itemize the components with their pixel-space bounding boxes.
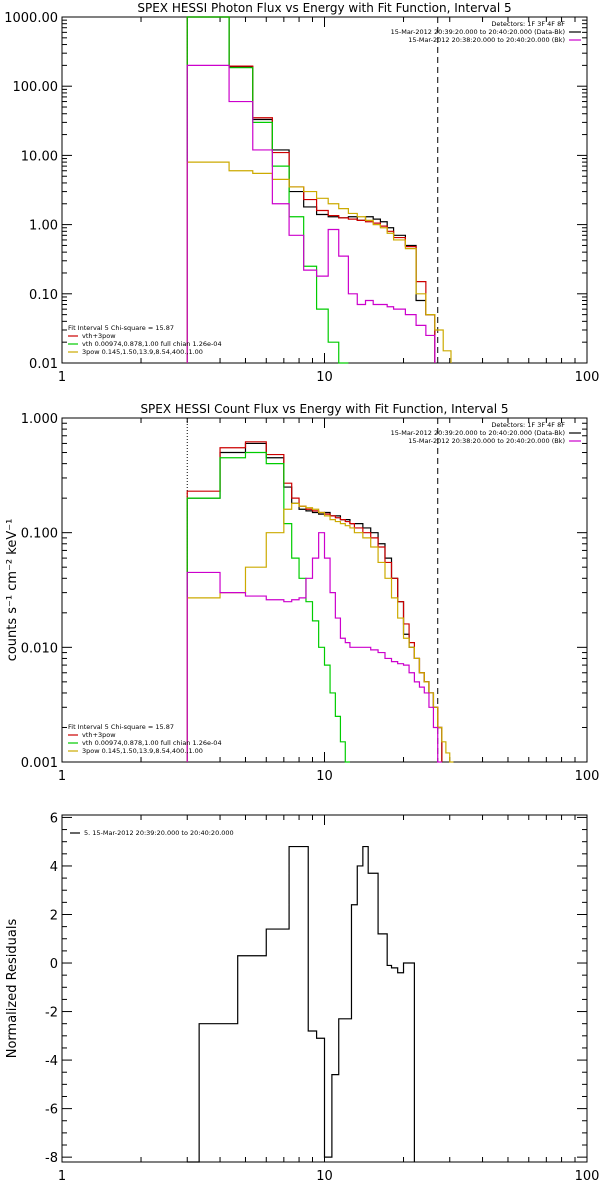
y-tick-label: 1.000	[21, 412, 58, 427]
legend-text: 15-Mar-2012 20:39:20.000 to 20:40:20.000…	[391, 28, 565, 36]
y-tick-label: 1.00	[29, 219, 58, 234]
legend-text: vth+3pow	[82, 731, 116, 739]
legend-text: 3pow 0.145,1.50,13.9,8.54,400.,1.00	[82, 747, 203, 755]
chart-title: SPEX HESSI Count Flux vs Energy with Fit…	[140, 402, 508, 416]
x-tick-label: 100	[575, 370, 600, 385]
chart-panel-2: SPEX HESSI Count Flux vs Energy with Fit…	[5, 402, 599, 784]
x-tick-label: 10	[316, 769, 333, 784]
x-tick-label: 10	[316, 370, 333, 385]
y-tick-label: -4	[45, 1054, 58, 1069]
y-tick-label: 10.00	[21, 149, 58, 164]
series-4	[186, 161, 452, 363]
legend-text: vth+3pow	[82, 332, 116, 340]
x-tick-label: 1	[58, 370, 66, 385]
series-3	[186, 16, 349, 364]
plot-frame	[61, 417, 588, 763]
y-tick-label: -2	[45, 1006, 58, 1021]
chart-title: SPEX HESSI Photon Flux vs Energy with Fi…	[137, 1, 511, 15]
series-line	[186, 441, 443, 762]
series-line	[186, 502, 454, 763]
y-tick-label: 1000.00	[4, 11, 58, 26]
x-tick-label: 1	[58, 769, 66, 784]
y-tick-label: 6	[50, 811, 58, 826]
series-2	[186, 441, 443, 762]
chart-panel-1: SPEX HESSI Photon Flux vs Energy with Fi…	[4, 1, 599, 385]
y-tick-label: 0.100	[21, 527, 58, 542]
series-line	[186, 64, 436, 363]
series-5	[186, 532, 442, 763]
series-2	[186, 16, 436, 363]
y-tick-label: 0.001	[21, 756, 58, 771]
series-line	[186, 161, 452, 363]
chart-panel-3: Normalized Residuals 1 10 100 6 4 2 0 -2 -4 -6 -8 5.…	[5, 811, 599, 1184]
legend-text: 5. 15-Mar-2012 20:39:20.000 to 20:40:20.…	[84, 829, 234, 837]
y-tick-label: 2	[50, 908, 58, 923]
series-line	[186, 532, 442, 763]
plot-frame	[61, 16, 588, 364]
series-line	[186, 16, 436, 363]
y-tick-label: 0	[50, 957, 58, 972]
legend-text: 15-Mar-2012 20:39:20.000 to 20:40:20.000…	[391, 429, 565, 437]
y-tick-label: 4	[50, 860, 58, 875]
y-tick-label: -8	[45, 1151, 58, 1166]
x-tick-label: 100	[575, 769, 600, 784]
series-line	[186, 16, 436, 363]
series-1	[187, 845, 415, 1163]
legend-text: Detectors: 1F 3F 4F 8F	[491, 20, 565, 28]
series-line	[186, 16, 349, 364]
y-tick-label: 100.00	[13, 80, 59, 95]
y-tick-label: 0.010	[21, 641, 58, 656]
x-tick-label: 100	[575, 1169, 600, 1184]
y-tick-label: 0.01	[29, 357, 58, 372]
x-tick-label: 1	[58, 1169, 66, 1184]
series-3	[186, 451, 350, 763]
y-tick-label: -6	[45, 1103, 58, 1118]
y-tick-label: 0.10	[29, 288, 58, 303]
y-axis-label: Normalized Residuals	[5, 919, 20, 1059]
legend-text: 3pow 0.145,1.50,13.9,8.54,400.,1.00	[82, 348, 203, 356]
legend-text: Fit Interval 5 Chi-square = 15.87	[68, 324, 174, 332]
series-5	[186, 64, 436, 363]
legend-text: 15-Mar-2012 20:38:20.000 to 20:40:20.000…	[408, 437, 565, 445]
legend-text: 15-Mar-2012 20:38:20.000 to 20:40:20.000…	[408, 36, 565, 44]
series-4	[186, 502, 454, 763]
x-tick-label: 10	[316, 1169, 333, 1184]
legend-text: vth 0.00974,0.878,1.00 full chian 1.26e-…	[82, 340, 222, 348]
legend-text: Detectors: 1F 3F 4F 8F	[491, 421, 565, 429]
y-axis-label: counts s⁻¹ cm⁻² keV⁻¹	[5, 519, 20, 662]
series-line	[186, 451, 350, 763]
legend-text: vth 0.00974,0.878,1.00 full chian 1.26e-…	[82, 739, 222, 747]
series-line	[187, 845, 415, 1163]
series-1	[186, 16, 436, 363]
legend-text: Fit Interval 5 Chi-square = 15.87	[68, 723, 174, 731]
